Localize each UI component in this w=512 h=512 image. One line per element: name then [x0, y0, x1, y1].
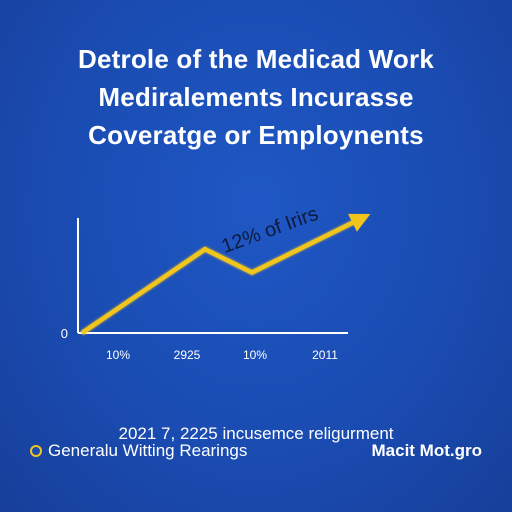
x-tick-label: 2925: [174, 348, 201, 362]
x-tick-label: 10%: [243, 348, 267, 362]
chart-caption: 2021 7, 2225 incusemce religurment: [118, 424, 394, 443]
x-tick-label: 10%: [106, 348, 130, 362]
footer-brand: Macit Mot.gro: [371, 441, 483, 460]
arrowhead-icon: [348, 213, 371, 232]
data-point: [202, 247, 208, 252]
series-line: [80, 214, 366, 335]
chart-title-line-1: Detrole of the Medicad Work: [78, 44, 434, 74]
x-tick-label: 2011: [312, 348, 338, 362]
y-tick-label: 0: [61, 326, 68, 341]
circle-bullet-icon: [30, 445, 42, 457]
footer-left-label: Generalu Witting Rearings: [48, 441, 248, 460]
footer-source: Generalu Witting Rearings: [30, 441, 247, 461]
data-point: [249, 270, 255, 275]
chart-title-line-2: Mediralements Incurasse: [98, 82, 414, 112]
chart-title: Detrole of the Medicad Work Mediralement…: [0, 40, 512, 154]
chart-annotation: 12% of Irirs: [219, 203, 322, 258]
chart-title-line-3: Coveratge or Employnents: [88, 120, 424, 150]
